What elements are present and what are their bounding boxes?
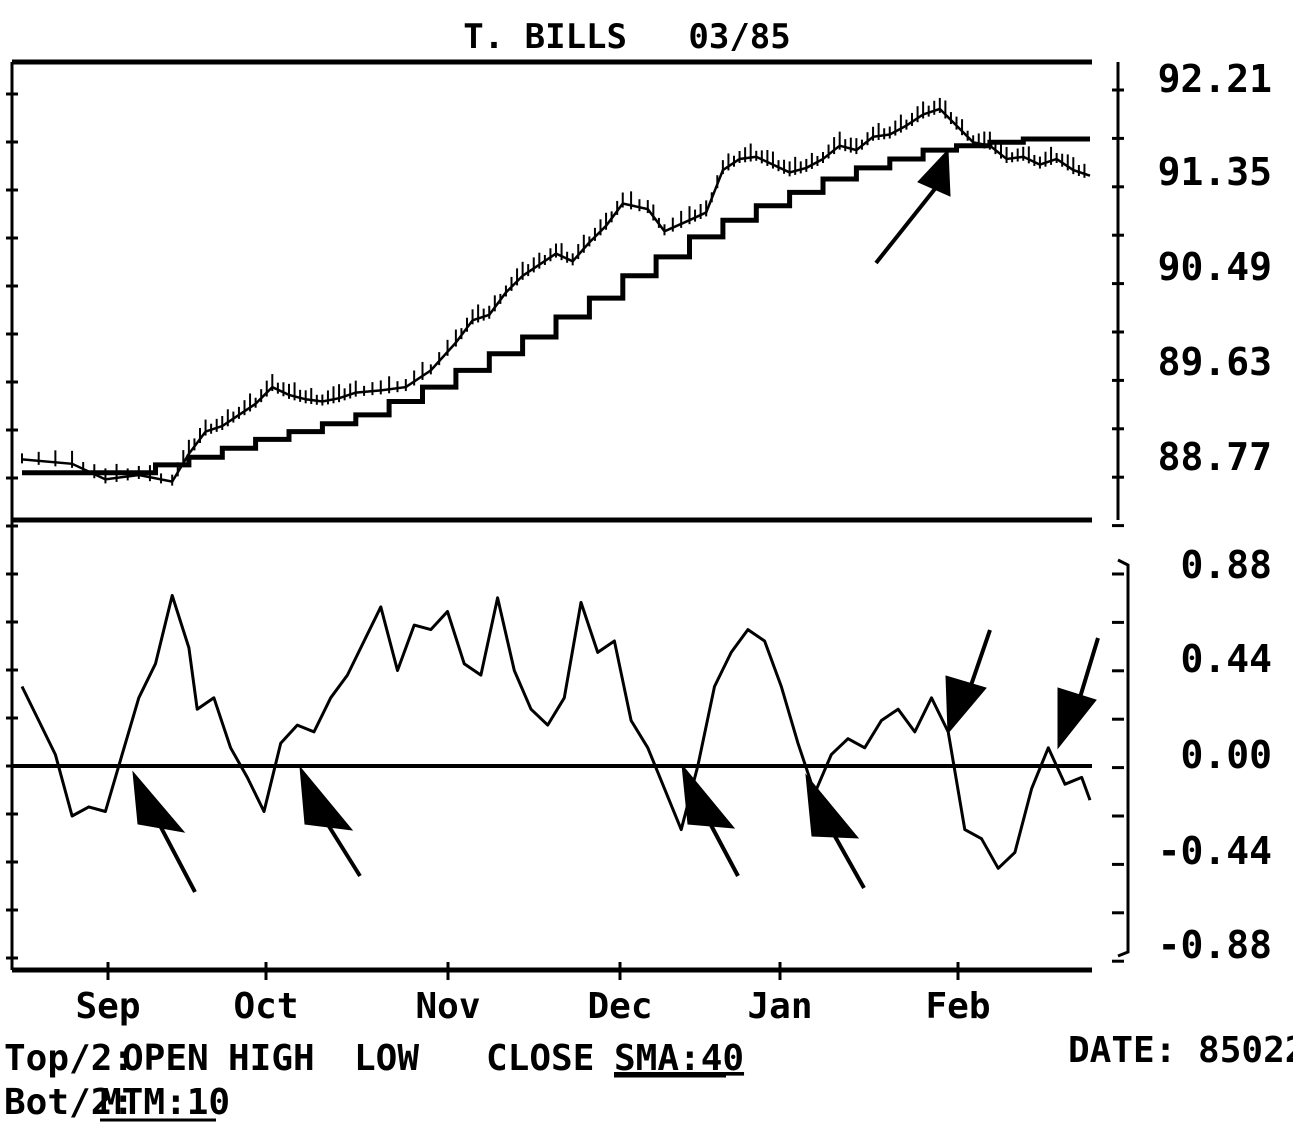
- bottom-y-tick-label: -0.44: [1158, 829, 1272, 873]
- arrow-dec: [681, 763, 740, 877]
- sma-series-line: [22, 136, 1090, 476]
- top-y-tick-label: 91.35: [1158, 150, 1272, 194]
- footer-sma: SMA:40: [614, 1038, 744, 1079]
- footer-mtm: MTM:10: [100, 1082, 230, 1123]
- month-label: Dec: [587, 986, 652, 1027]
- footer-top-prefix: Top/2:: [4, 1038, 134, 1079]
- top-panel-frame: [10, 59, 1130, 973]
- top-y-tick-label: 92.21: [1158, 57, 1272, 101]
- month-label: Nov: [415, 986, 480, 1027]
- footer-open: OPEN: [122, 1038, 209, 1079]
- bottom-y-tick-label: 0.00: [1180, 733, 1272, 777]
- month-label: Sep: [75, 986, 140, 1027]
- arrow-late-feb: [1057, 637, 1100, 750]
- footer-bot-prefix: Bot/2:: [4, 1082, 134, 1123]
- top-panel-series: [21, 97, 1091, 486]
- footer-high: HIGH: [228, 1038, 315, 1079]
- bottom-axis-labels: 0.88 0.44 0.00 -0.44 -0.88: [1158, 543, 1272, 967]
- arrow-feb-top: [874, 148, 951, 265]
- arrow-sep: [132, 770, 197, 893]
- top-axis-labels: 92.21 91.35 90.49 89.63 88.77: [1158, 57, 1272, 479]
- top-y-tick-label: 88.77: [1158, 435, 1272, 479]
- month-label: Feb: [925, 986, 990, 1027]
- price-series-line: [21, 107, 1091, 483]
- right-axis-ticks: [1112, 88, 1124, 963]
- top-y-tick-label: 90.49: [1158, 245, 1272, 289]
- bottom-y-tick-label: 0.44: [1180, 637, 1272, 681]
- month-label: Jan: [747, 986, 812, 1027]
- chart-title: T. BILLS 03/85: [463, 17, 791, 57]
- footer-low: LOW: [354, 1038, 419, 1079]
- month-label: Oct: [233, 986, 298, 1027]
- signal-arrows: [132, 148, 1100, 893]
- left-axis-ticks: [6, 92, 18, 960]
- bottom-panel-series: [20, 594, 1092, 870]
- top-y-tick-label: 89.63: [1158, 340, 1272, 384]
- mtm-series-line: [20, 594, 1092, 870]
- arrow-feb-bottom: [945, 629, 992, 735]
- arrow-jan: [805, 773, 866, 889]
- bottom-y-tick-label: -0.88: [1158, 923, 1272, 967]
- month-labels: Sep Oct Nov Dec Jan Feb: [75, 962, 991, 1027]
- footer: Top/2: OPEN HIGH LOW CLOSE SMA:40 DATE: …: [4, 1030, 1293, 1123]
- arrow-oct: [299, 765, 362, 878]
- footer-date: DATE: 850227: [1068, 1030, 1293, 1071]
- bottom-y-tick-label: 0.88: [1180, 543, 1272, 587]
- footer-close: CLOSE: [486, 1038, 594, 1079]
